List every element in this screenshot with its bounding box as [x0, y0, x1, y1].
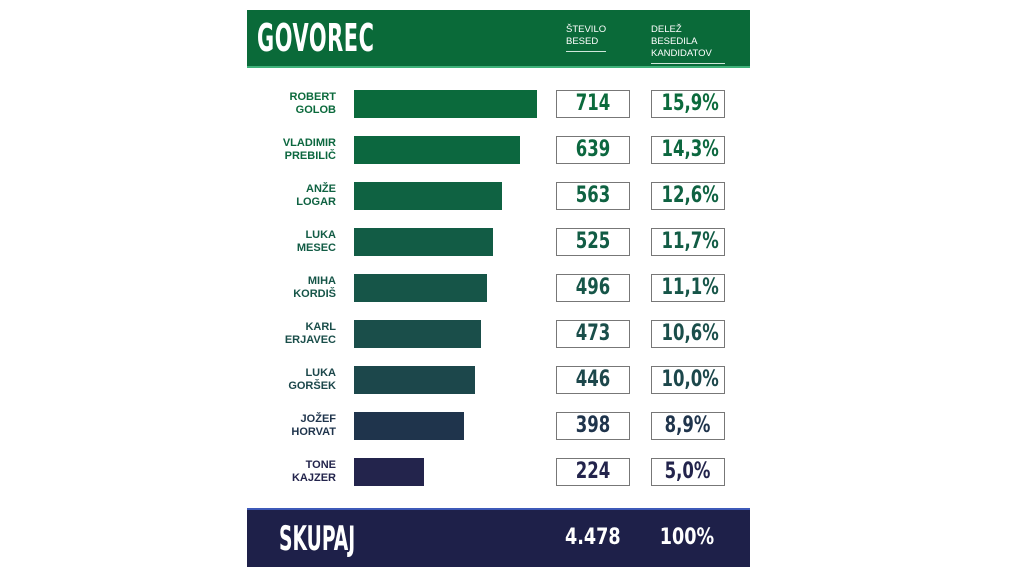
candidate-name: LUKA MESEC: [236, 229, 336, 255]
candidate-name-line: TONE: [305, 459, 336, 471]
candidate-name-line: ROBERT: [289, 91, 336, 103]
word-count-label: 563: [575, 183, 611, 208]
header: GOVOREC ŠTEVILO BESED DELEŽ BESEDILA KAN…: [247, 10, 750, 68]
word-count-box: 473: [556, 320, 630, 348]
bar-row: KARL ERJAVEC 473 10,6%: [247, 320, 750, 348]
candidate-name-line: JOŽEF: [300, 413, 336, 425]
bar: [354, 366, 476, 394]
word-count-label: 224: [575, 459, 611, 484]
word-count-label: 714: [575, 91, 611, 116]
share-label: 5,0%: [665, 459, 711, 484]
bar-row: LUKA GORŠEK 446 10,0%: [247, 366, 750, 394]
share-label: 12,6%: [661, 183, 719, 208]
candidate-name: VLADIMIR PREBILIČ: [236, 137, 336, 163]
bar: [354, 136, 520, 164]
share-box: 8,9%: [651, 412, 725, 440]
candidate-name-line: KARL: [305, 321, 336, 333]
candidate-name-line: ANŽE: [306, 183, 336, 195]
candidate-name-line: LOGAR: [296, 196, 336, 208]
bar-row: ROBERT GOLOB 714 15,9%: [247, 90, 750, 118]
infographic-card: GOVOREC ŠTEVILO BESED DELEŽ BESEDILA KAN…: [247, 10, 750, 567]
candidate-name-line: ERJAVEC: [284, 334, 336, 346]
candidate-name: JOŽEF HORVAT: [236, 413, 336, 439]
bar: [354, 320, 482, 348]
word-count-label: 525: [575, 229, 611, 254]
bar: [354, 274, 487, 302]
column-header-share: DELEŽ BESEDILA KANDIDATOV: [651, 24, 725, 64]
candidate-name: KARL ERJAVEC: [236, 321, 336, 347]
share-label: 8,9%: [665, 413, 711, 438]
candidate-name-line: HORVAT: [291, 426, 336, 438]
share-label: 11,1%: [661, 275, 719, 300]
candidate-name-line: KAJZER: [291, 472, 336, 484]
share-box: 15,9%: [651, 90, 725, 118]
share-label: 15,9%: [661, 91, 719, 116]
candidate-name-line: GORŠEK: [288, 380, 336, 392]
word-count-box: 639: [556, 136, 630, 164]
word-count-label: 473: [575, 321, 611, 346]
bar: [354, 458, 424, 486]
share-box: 11,7%: [651, 228, 725, 256]
bar: [354, 412, 464, 440]
total-footer: SKUPAJ 4.478 100%: [247, 508, 750, 567]
share-box: 5,0%: [651, 458, 725, 486]
word-count-box: 525: [556, 228, 630, 256]
word-count-box: 224: [556, 458, 630, 486]
bar: [354, 182, 503, 210]
word-count-label: 446: [575, 367, 611, 392]
candidate-name-line: MESEC: [296, 242, 336, 254]
share-label: 10,0%: [661, 367, 719, 392]
bar-row: JOŽEF HORVAT 398 8,9%: [247, 412, 750, 440]
word-count-box: 563: [556, 182, 630, 210]
word-count-box: 714: [556, 90, 630, 118]
candidate-name: ANŽE LOGAR: [236, 183, 336, 209]
bar-row: VLADIMIR PREBILIČ 639 14,3%: [247, 136, 750, 164]
candidate-name-line: KORDIŠ: [293, 288, 336, 300]
share-box: 14,3%: [651, 136, 725, 164]
total-label: SKUPAJ: [279, 519, 356, 559]
candidate-name-line: MIHA: [307, 275, 336, 287]
chart-title: GOVOREC: [257, 16, 375, 60]
candidate-name-line: PREBILIČ: [284, 150, 336, 162]
word-count-label: 496: [575, 275, 611, 300]
candidate-name-line: GOLOB: [295, 104, 336, 116]
bar-row: LUKA MESEC 525 11,7%: [247, 228, 750, 256]
bar: [354, 90, 537, 118]
candidate-name: ROBERT GOLOB: [236, 91, 336, 117]
bar-row: TONE KAJZER 224 5,0%: [247, 458, 750, 486]
bar-row: MIHA KORDIŠ 496 11,1%: [247, 274, 750, 302]
candidate-name-line: VLADIMIR: [282, 137, 336, 149]
word-count-label: 639: [575, 137, 611, 162]
candidate-name: LUKA GORŠEK: [236, 367, 336, 393]
share-box: 10,6%: [651, 320, 725, 348]
total-words: 4.478: [565, 525, 621, 550]
word-count-box: 496: [556, 274, 630, 302]
bar-row: ANŽE LOGAR 563 12,6%: [247, 182, 750, 210]
candidate-name-line: LUKA: [305, 229, 336, 241]
share-label: 14,3%: [661, 137, 719, 162]
share-label: 10,6%: [661, 321, 719, 346]
candidate-name: MIHA KORDIŠ: [236, 275, 336, 301]
total-share: 100%: [659, 525, 715, 550]
word-count-box: 446: [556, 366, 630, 394]
share-box: 12,6%: [651, 182, 725, 210]
word-count-box: 398: [556, 412, 630, 440]
column-header-word-count: ŠTEVILO BESED: [566, 24, 606, 52]
candidate-name: TONE KAJZER: [236, 459, 336, 485]
candidate-name-line: LUKA: [305, 367, 336, 379]
share-box: 10,0%: [651, 366, 725, 394]
bar: [354, 228, 494, 256]
share-label: 11,7%: [661, 229, 719, 254]
word-count-label: 398: [575, 413, 611, 438]
share-box: 11,1%: [651, 274, 725, 302]
